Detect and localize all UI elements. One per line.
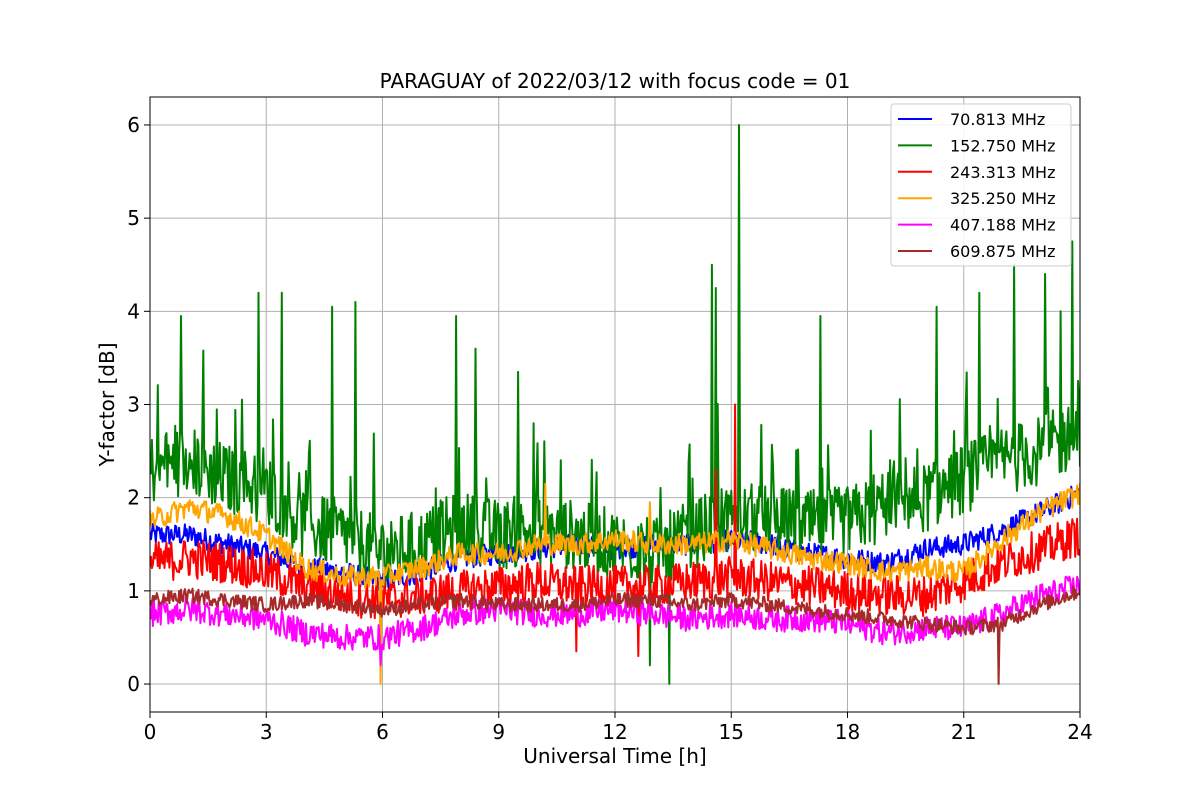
x-tick-label: 18	[835, 720, 860, 744]
legend-label: 70.813 MHz	[950, 110, 1045, 129]
y-tick-label: 4	[127, 299, 140, 323]
y-tick-label: 0	[127, 672, 140, 696]
x-tick-label: 24	[1067, 720, 1092, 744]
y-tick-label: 1	[127, 579, 140, 603]
plot-series	[150, 124, 1080, 685]
legend-label: 609.875 MHz	[950, 242, 1055, 261]
y-tick-label: 5	[127, 206, 140, 230]
legend-label: 243.313 MHz	[950, 163, 1055, 182]
series-line-5	[150, 585, 1080, 685]
legend-label: 325.250 MHz	[950, 189, 1055, 208]
x-tick-label: 6	[376, 720, 389, 744]
x-tick-label: 15	[719, 720, 744, 744]
y-tick-label: 3	[127, 393, 140, 417]
y-tick-label: 2	[127, 486, 140, 510]
legend-label: 152.750 MHz	[950, 136, 1055, 155]
y-axis-label: Y-factor [dB]	[95, 342, 119, 467]
legend-label: 407.188 MHz	[950, 216, 1055, 235]
y-tick-label: 6	[127, 113, 140, 137]
chart-title: PARAGUAY of 2022/03/12 with focus code =…	[380, 69, 851, 93]
x-tick-label: 0	[144, 720, 157, 744]
series-line-3	[150, 482, 1080, 685]
legend-box	[890, 103, 1072, 267]
x-tick-label: 12	[602, 720, 627, 744]
x-tick-label: 21	[951, 720, 976, 744]
x-tick-label: 3	[260, 720, 273, 744]
x-axis-label: Universal Time [h]	[523, 744, 706, 768]
x-tick-label: 9	[492, 720, 505, 744]
legend: 70.813 MHz 152.750 MHz 243.313 MHz 325.250 …	[890, 103, 1072, 267]
